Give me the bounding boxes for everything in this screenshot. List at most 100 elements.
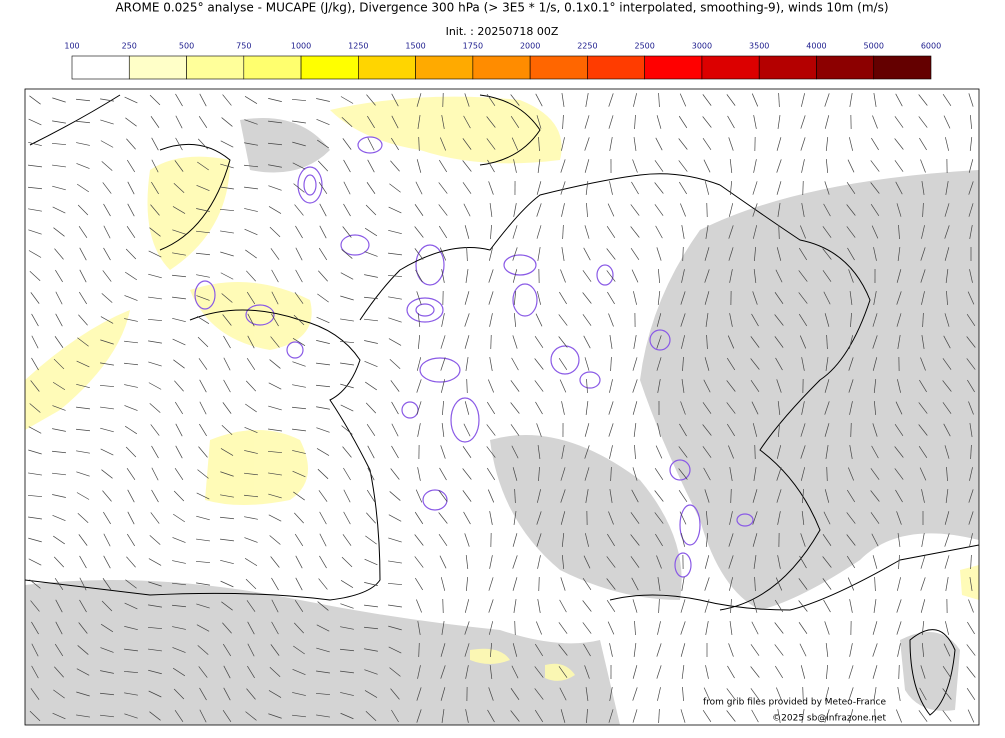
wind-barb xyxy=(896,313,902,327)
wind-barb xyxy=(944,533,950,547)
colorbar-cell xyxy=(587,55,645,80)
wind-barb xyxy=(148,273,162,279)
wind-barb xyxy=(870,468,880,480)
wind-barb xyxy=(752,489,758,503)
wind-barb xyxy=(846,555,856,569)
wind-barb xyxy=(78,226,88,238)
wind-barb xyxy=(607,621,615,635)
wind-barb xyxy=(271,599,279,613)
wind-barb xyxy=(822,556,832,568)
wind-barb xyxy=(849,93,853,107)
wind-barb xyxy=(655,137,663,151)
wind-barb xyxy=(175,445,183,459)
wind-barb xyxy=(896,599,902,613)
wind-barb xyxy=(822,270,832,282)
wind-barb xyxy=(53,689,65,699)
wind-barb xyxy=(560,159,566,173)
wind-barb xyxy=(316,714,330,718)
wind-barb xyxy=(704,599,710,613)
wind-barb xyxy=(944,555,950,569)
wind-barb xyxy=(846,182,856,194)
wind-barb xyxy=(848,269,854,283)
wind-barb xyxy=(295,577,303,591)
wind-barb xyxy=(317,160,329,172)
wind-barb xyxy=(364,648,378,652)
wind-barb xyxy=(199,379,207,393)
wind-barb xyxy=(151,467,159,481)
wind-barb xyxy=(585,401,589,415)
wind-barb xyxy=(244,557,258,567)
wind-barb xyxy=(440,445,446,459)
wind-barb xyxy=(268,713,282,719)
wind-barb xyxy=(825,445,829,459)
wind-barb xyxy=(464,93,470,107)
wind-barb xyxy=(534,336,544,348)
wind-barb xyxy=(582,622,592,634)
wind-barb xyxy=(630,556,640,568)
wind-barb xyxy=(488,291,494,305)
wind-barb xyxy=(633,137,637,151)
wind-barb xyxy=(538,136,540,152)
wind-barb xyxy=(124,271,138,281)
wind-barb xyxy=(102,270,112,282)
wind-barb xyxy=(318,247,328,261)
wind-barb xyxy=(340,603,354,609)
wind-barb xyxy=(148,296,162,300)
wind-barb xyxy=(870,490,880,502)
wind-barb xyxy=(416,291,422,305)
wind-barb xyxy=(175,423,183,437)
colorbar-tick-label: 1750 xyxy=(463,42,483,51)
wind-barb xyxy=(316,316,330,324)
wind-barb xyxy=(970,554,972,570)
wind-barb xyxy=(558,622,568,634)
wind-barb xyxy=(966,644,976,656)
colorbar-tick-label: 1500 xyxy=(405,42,425,51)
wind-barb xyxy=(873,291,877,305)
wind-barb xyxy=(364,251,378,257)
wind-barb xyxy=(247,643,255,657)
wind-barb xyxy=(268,142,282,146)
wind-barb xyxy=(561,533,565,547)
wind-barb xyxy=(895,401,903,415)
wind-barb xyxy=(30,688,40,700)
wind-barb xyxy=(197,161,209,171)
wind-barb xyxy=(919,687,927,701)
wind-barb xyxy=(656,643,662,657)
wind-barb xyxy=(465,269,469,283)
wind-barb xyxy=(584,445,590,459)
wind-barb xyxy=(388,229,402,235)
wind-barb xyxy=(918,116,928,128)
wind-barb xyxy=(634,620,636,636)
wind-barb xyxy=(220,140,234,148)
colorbar-cell xyxy=(529,55,588,80)
wind-barb xyxy=(149,403,161,413)
wind-barb xyxy=(101,600,113,612)
wind-barb xyxy=(464,313,470,327)
colorbar-cell xyxy=(243,55,302,80)
wind-barb xyxy=(462,182,472,194)
wind-barb xyxy=(197,469,209,479)
wind-barb xyxy=(751,621,759,635)
wind-barb xyxy=(245,578,257,590)
wind-barb xyxy=(559,291,567,305)
wind-barb xyxy=(28,229,42,235)
wind-barb xyxy=(76,98,90,102)
wind-barb xyxy=(221,601,233,611)
wind-barb xyxy=(658,708,660,724)
wind-barb xyxy=(292,141,306,147)
wind-barb xyxy=(655,225,663,239)
wind-barb xyxy=(418,136,420,152)
wind-barb xyxy=(342,138,352,150)
wind-barb xyxy=(464,533,470,547)
wind-barb xyxy=(920,555,926,569)
wind-barb xyxy=(657,291,661,305)
wind-barb xyxy=(513,203,517,217)
wind-barb xyxy=(438,534,448,546)
wind-barb xyxy=(103,533,111,547)
wind-barb xyxy=(294,533,304,547)
wind-barb xyxy=(102,182,112,194)
wind-barb xyxy=(390,688,400,700)
wind-barb xyxy=(220,494,234,498)
wind-barb xyxy=(103,555,111,569)
wind-barb xyxy=(417,423,421,437)
